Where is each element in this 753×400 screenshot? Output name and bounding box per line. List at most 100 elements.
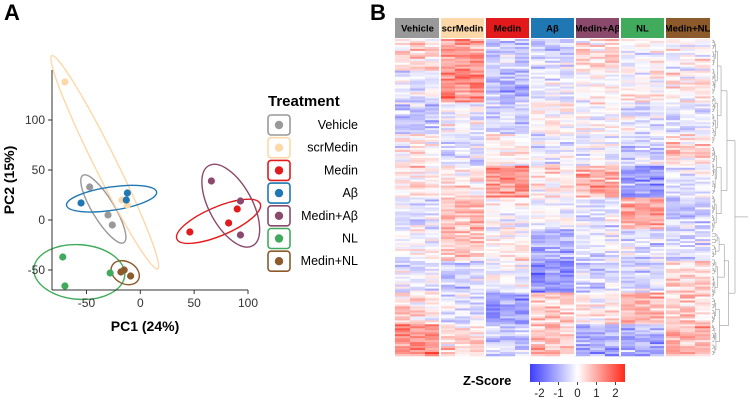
heatmap-cell: [575, 324, 591, 327]
heatmap-cell: [410, 88, 426, 91]
heatmap-cell: [425, 189, 441, 192]
heatmap-cell: [440, 52, 456, 56]
heatmap-cell: [680, 340, 696, 343]
heatmap-cell: [695, 147, 711, 151]
heatmap-cell: [455, 171, 471, 175]
heatmap-cell: [590, 132, 606, 135]
heatmap-cell: [395, 175, 411, 178]
header-label-abeta: Aβ: [546, 24, 559, 35]
heatmap-cell: [485, 130, 501, 133]
heatmap-cell: [590, 96, 606, 99]
heatmap-cell: [485, 312, 501, 315]
heatmap-cell: [620, 229, 636, 232]
heatmap-cell: [590, 147, 606, 151]
heatmap-cell: [665, 128, 681, 131]
heatmap-cell: [470, 288, 486, 291]
heatmap-cell: [590, 106, 606, 109]
heatmap-cell: [485, 189, 501, 192]
ellipse-medin-plus-nl: [110, 259, 141, 286]
heatmap-cell: [395, 66, 411, 70]
heatmap-cell: [500, 181, 516, 184]
heatmap-cell: [410, 195, 426, 198]
heatmap-cell: [680, 229, 696, 232]
heatmap-cell: [530, 108, 546, 111]
heatmap-cell: [635, 165, 651, 169]
heatmap-cell: [395, 201, 411, 204]
heatmap-cell: [635, 294, 651, 297]
legend-label: NL: [342, 232, 358, 246]
heatmap-cell: [680, 270, 696, 274]
heatmap-cell: [590, 197, 606, 200]
heatmap-cell: [410, 268, 426, 272]
heatmap-cell: [605, 165, 621, 169]
heatmap-cell: [440, 270, 456, 274]
heatmap-cell: [485, 249, 501, 252]
heatmap-cell: [605, 352, 621, 355]
heatmap-cell: [620, 213, 636, 216]
heatmap-cell: [425, 88, 441, 91]
heatmap-cell: [695, 229, 711, 232]
heatmap-cell: [590, 201, 606, 204]
heatmap-cell: [530, 352, 546, 355]
heatmap-cell: [665, 324, 681, 327]
heatmap-cell: [665, 288, 681, 291]
heatmap-cell: [635, 72, 651, 75]
heatmap-cell: [575, 68, 591, 71]
heatmap-cell: [455, 330, 471, 333]
heatmap-cell: [650, 205, 666, 208]
heatmap-cell: [605, 227, 621, 230]
heatmap-cell: [560, 254, 576, 258]
heatmap-cell: [515, 250, 531, 254]
heatmap-cell: [680, 296, 696, 299]
heatmap-cell: [560, 52, 576, 56]
heatmap-cell: [665, 266, 681, 270]
heatmap-cell: [575, 124, 591, 127]
heatmap-cell: [650, 48, 666, 52]
heatmap-cell: [395, 288, 411, 291]
heatmap-cell: [635, 50, 651, 54]
heatmap-cell: [530, 350, 546, 353]
heatmap-cell: [590, 342, 606, 345]
heatmap-cell: [515, 247, 531, 250]
heatmap-cell: [410, 221, 426, 224]
heatmap-cell: [620, 132, 636, 135]
heatmap-cell: [470, 163, 486, 167]
heatmap-cell: [665, 229, 681, 232]
heatmap-cell: [530, 304, 546, 307]
heatmap-cell: [560, 266, 576, 270]
heatmap-cell: [620, 78, 636, 81]
heatmap-cell: [485, 72, 501, 75]
heatmap-cell: [575, 132, 591, 135]
heatmap-cell: [665, 108, 681, 111]
heatmap-cell: [470, 60, 486, 64]
heatmap-cell: [515, 134, 531, 137]
heatmap-cell: [485, 219, 501, 222]
heatmap-cell: [470, 252, 486, 256]
heatmap-cell: [500, 183, 516, 186]
heatmap-cell: [590, 153, 606, 157]
heatmap-cell: [440, 197, 456, 200]
heatmap-cell: [470, 336, 486, 339]
heatmap-cell: [695, 64, 711, 68]
heatmap-cell: [695, 342, 711, 345]
heatmap-cell: [545, 306, 561, 309]
heatmap-cell: [620, 76, 636, 79]
heatmap-cell: [680, 106, 696, 109]
heatmap-cell: [530, 104, 546, 107]
heatmap-cell: [545, 191, 561, 194]
heatmap-cell: [395, 209, 411, 212]
heatmap-cell: [560, 350, 576, 353]
heatmap-cell: [530, 144, 546, 147]
heatmap-cell: [425, 185, 441, 188]
heatmap-cell: [590, 163, 606, 167]
heatmap-cell: [680, 68, 696, 71]
heatmap-cell: [665, 195, 681, 198]
heatmap-cell: [560, 56, 576, 60]
heatmap-cell: [545, 118, 561, 121]
heatmap-cell: [560, 354, 576, 357]
heatmap-cell: [410, 163, 426, 167]
heatmap-cell: [485, 207, 501, 210]
heatmap-cell: [560, 122, 576, 125]
heatmap-cell: [455, 96, 471, 99]
heatmap-cell: [425, 120, 441, 123]
